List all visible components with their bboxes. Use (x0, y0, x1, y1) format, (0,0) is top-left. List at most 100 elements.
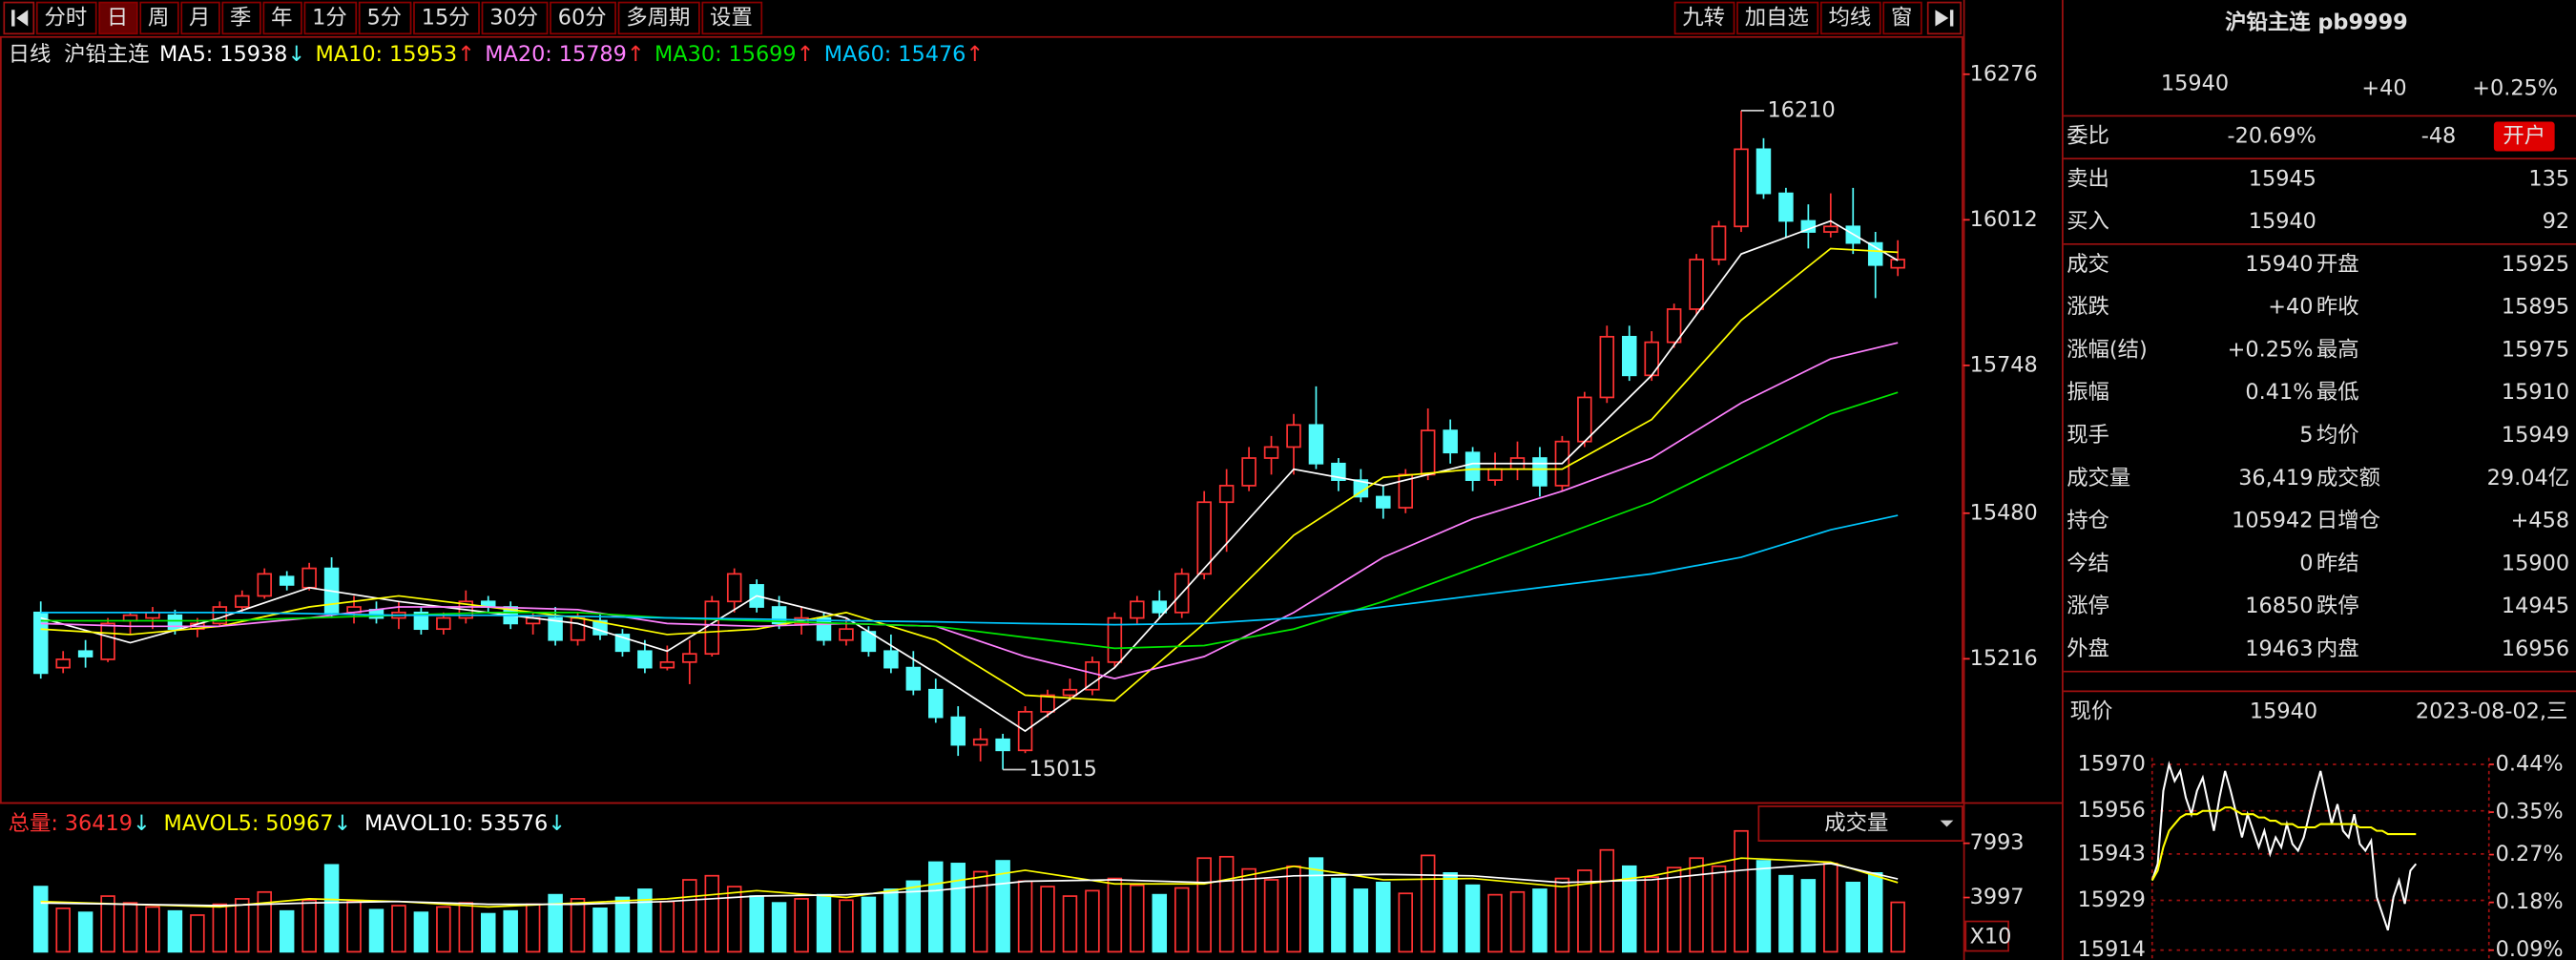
ma-legend-part: MA60: (824, 41, 892, 66)
volume-legend-part: MAVOL5: (163, 811, 259, 836)
stat-label: 涨停 (2067, 594, 2109, 618)
toolbar-tab[interactable]: 窗 (1891, 5, 1912, 30)
volume-selector[interactable]: 成交量 (1824, 811, 1888, 836)
volume-bar (323, 864, 340, 953)
toolbar-tab[interactable]: 均线 (1829, 5, 1872, 30)
toolbar-tab-box[interactable] (98, 1, 138, 35)
stat-value: 16956 (2502, 637, 2569, 661)
toolbar-tab[interactable]: 5分 (366, 5, 402, 30)
toolbar-tab-box[interactable] (180, 1, 220, 35)
volume-bar (458, 902, 474, 953)
ma-legend-part: ↓ (287, 41, 305, 66)
volume-bar (1487, 893, 1503, 953)
icon-arrow[interactable] (16, 10, 29, 27)
volume-bar (32, 886, 49, 953)
ma-legend-part: 15953 (389, 41, 457, 66)
stat-label: 涨跌 (2067, 295, 2109, 320)
volume-bar (1376, 881, 1391, 953)
toolbar-tab[interactable]: 加自选 (1745, 5, 1809, 30)
toolbar-tab[interactable]: 月 (189, 5, 210, 30)
stat-value: +458 (2511, 509, 2569, 533)
toolbar-tab[interactable]: 15分 (422, 5, 470, 30)
stat-label: 内盘 (2316, 637, 2359, 661)
toolbar-tab[interactable]: 年 (271, 5, 292, 30)
nav-right-icon[interactable] (1926, 1, 1962, 35)
toolbar-tab-box[interactable] (1819, 1, 1881, 35)
stat-value: 19463 (2245, 637, 2313, 661)
candle-body (1465, 451, 1481, 481)
candle-body (77, 650, 93, 657)
volume-bar (190, 914, 205, 953)
candle-body (704, 600, 720, 656)
toolbar-tab-box[interactable] (221, 1, 261, 35)
mini-line (2150, 806, 2417, 882)
candle-body (1711, 225, 1727, 261)
toolbar-tab[interactable]: 30分 (489, 5, 538, 30)
dropdown-box[interactable] (1757, 805, 1963, 842)
candle-body (1867, 241, 1883, 266)
candle-body (1085, 660, 1100, 691)
toolbar-tab-box[interactable] (481, 1, 549, 35)
volume-bar (391, 905, 406, 953)
candle-body (413, 611, 429, 631)
volume-bar (1689, 857, 1704, 953)
toolbar-tab[interactable]: 周 (148, 5, 169, 30)
toolbar-tab-box[interactable] (617, 1, 700, 35)
volume-bar (570, 898, 586, 953)
icon-arrow[interactable] (1935, 10, 1949, 27)
candle-body (1218, 485, 1235, 504)
stat-value: 15895 (2502, 295, 2569, 320)
toolbar-tab-box[interactable] (1673, 1, 1735, 35)
account-button-label[interactable]: 开户 (2503, 123, 2545, 148)
mini-y2-label: 0.35% (2496, 800, 2564, 824)
toolbar-tab-box[interactable] (303, 1, 358, 35)
toolbar-tab-box[interactable] (550, 1, 616, 35)
toolbar-tab-box[interactable] (413, 1, 480, 35)
toolbar-tab-box[interactable] (262, 1, 302, 35)
candle-body (235, 595, 250, 608)
toolbar-tab[interactable]: 60分 (558, 5, 607, 30)
stat-label: 涨幅(结) (2067, 337, 2148, 362)
toolbar-tab-box[interactable] (1882, 1, 1922, 35)
toolbar-tab[interactable]: 1分 (312, 5, 347, 30)
toolbar-tab-box[interactable] (35, 1, 97, 35)
candle-body (1130, 600, 1145, 619)
toolbar-tab-box[interactable] (1736, 1, 1819, 35)
candle-body (1107, 616, 1123, 663)
volume-bar (1890, 901, 1905, 953)
stat-label: 昨结 (2316, 551, 2359, 575)
candle-body (1689, 259, 1704, 310)
ma-line (40, 247, 1899, 702)
toolbar-tab[interactable]: 日 (107, 5, 128, 30)
volume-bar (771, 902, 787, 953)
candle-body (1040, 694, 1055, 713)
nav-left-icon[interactable] (3, 1, 35, 35)
volume-bar (794, 898, 809, 953)
volume-bar (346, 900, 362, 953)
volume-bar (637, 888, 653, 953)
toolbar-tab[interactable]: 设置 (710, 5, 753, 30)
candle-body (1062, 688, 1078, 697)
toolbar-tab[interactable]: 季 (230, 5, 251, 30)
stat-value: 15925 (2502, 252, 2569, 277)
toolbar-tab[interactable]: 分时 (44, 5, 87, 30)
volume-bar (861, 896, 877, 953)
ma-line (40, 342, 1899, 679)
volume-bar (1666, 866, 1682, 953)
volume-bar (1241, 867, 1257, 953)
toolbar-tab[interactable]: 多周期 (626, 5, 690, 30)
toolbar-tab[interactable]: 九转 (1682, 5, 1725, 30)
mini-y-label: 15929 (2078, 887, 2146, 912)
toolbar-tab-box[interactable] (701, 1, 763, 35)
ma-legend-part: ↑ (966, 41, 984, 66)
volume-bar (1107, 877, 1123, 953)
account-button[interactable] (2493, 121, 2555, 152)
toolbar-tab-box[interactable] (139, 1, 179, 35)
dropdown-arrow[interactable] (1940, 820, 1954, 827)
volume-bar (145, 906, 160, 953)
candle-body (257, 573, 272, 597)
toolbar-tab-box[interactable] (358, 1, 412, 35)
candle-body (1622, 336, 1637, 377)
candle-body (972, 738, 988, 746)
volume-bar (1196, 857, 1212, 953)
